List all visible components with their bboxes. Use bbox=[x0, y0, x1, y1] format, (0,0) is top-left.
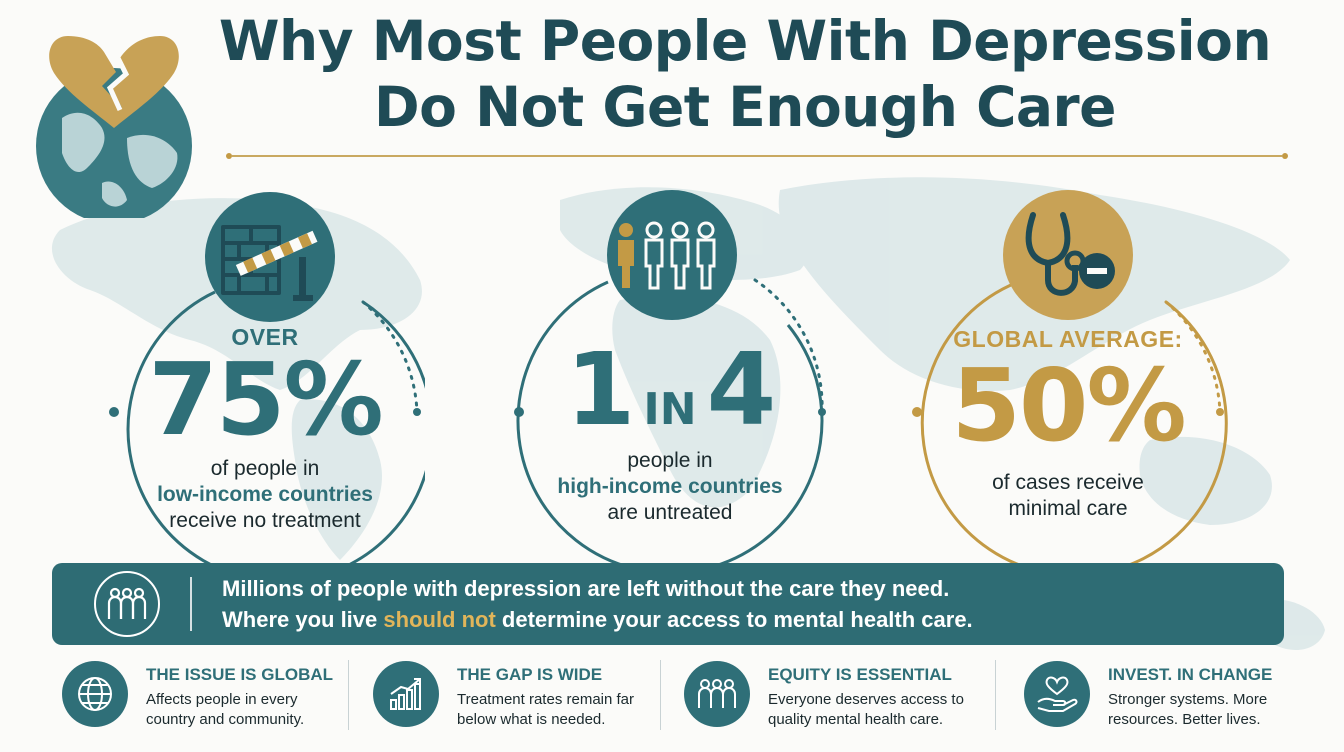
banner-message: Millions of people with depression are l… bbox=[222, 573, 973, 635]
title-line-1: Why Most People With Depression bbox=[218, 9, 1272, 73]
globe-icon bbox=[62, 661, 128, 727]
people-group-icon bbox=[607, 190, 737, 320]
banner-divider bbox=[190, 577, 192, 631]
banner-line-2: Where you live should not determine your… bbox=[222, 607, 973, 632]
banner-line-1: Millions of people with depression are l… bbox=[222, 576, 950, 601]
stat-kicker: GLOBAL AVERAGE: bbox=[953, 326, 1183, 352]
pillar-global: THE ISSUE IS GLOBAL Affects people in ev… bbox=[62, 655, 342, 745]
title-line-2: Do Not Get Enough Care bbox=[374, 75, 1116, 139]
pillar-equity: EQUITY IS ESSENTIAL Everyone deserves ac… bbox=[684, 655, 974, 745]
title-divider bbox=[226, 153, 1288, 159]
pillar-gap: THE GAP IS WIDE Treatment rates remain f… bbox=[373, 655, 653, 745]
pillar-description: Affects people in every country and comm… bbox=[146, 691, 305, 728]
stat-value: 1 IN 4 bbox=[565, 331, 776, 448]
globe-broken-heart-logo bbox=[36, 36, 192, 218]
key-message-banner: Millions of people with depression are l… bbox=[52, 563, 1284, 645]
stat-value: 75% bbox=[148, 341, 383, 458]
pillar-separator bbox=[660, 660, 661, 730]
people-circle-icon bbox=[94, 571, 160, 637]
pillar-title: THE GAP IS WIDE bbox=[457, 665, 603, 684]
stethoscope-minus-icon bbox=[1003, 190, 1133, 320]
heart-hand-icon bbox=[1024, 661, 1090, 727]
stat-description: of people in low-income countries receiv… bbox=[157, 457, 373, 532]
stat-card-global-average: GLOBAL AVERAGE: 50% of cases receive min… bbox=[908, 180, 1228, 575]
barrier-wall-icon bbox=[205, 192, 335, 322]
people-icon bbox=[684, 661, 750, 727]
page-title: Why Most People With Depression Do Not G… bbox=[190, 8, 1300, 140]
stat-value: 50% bbox=[951, 347, 1186, 464]
stat-card-low-income: OVER 75% of people in low-income countri… bbox=[105, 180, 425, 575]
pillar-separator bbox=[995, 660, 996, 730]
pillar-description: Everyone deserves access to quality ment… bbox=[768, 691, 964, 728]
stat-ring bbox=[109, 290, 425, 575]
pillar-invest: INVEST. IN CHANGE Stronger systems. More… bbox=[1024, 655, 1314, 745]
pillar-title: THE ISSUE IS GLOBAL bbox=[146, 665, 334, 684]
stat-kicker: OVER bbox=[231, 324, 299, 350]
rising-chart-icon bbox=[373, 661, 439, 727]
stat-description: people in high-income countries are untr… bbox=[557, 449, 783, 524]
stat-card-high-income: 1 IN 4 people in high-income countries are… bbox=[510, 180, 830, 575]
pillar-separator bbox=[348, 660, 349, 730]
stat-description: of cases receive minimal care bbox=[992, 471, 1144, 520]
pillar-description: Stronger systems. More resources. Better… bbox=[1108, 691, 1268, 728]
pillar-title: INVEST. IN CHANGE bbox=[1108, 665, 1273, 684]
pillar-title: EQUITY IS ESSENTIAL bbox=[768, 665, 952, 684]
pillar-description: Treatment rates remain far below what is… bbox=[457, 691, 635, 728]
